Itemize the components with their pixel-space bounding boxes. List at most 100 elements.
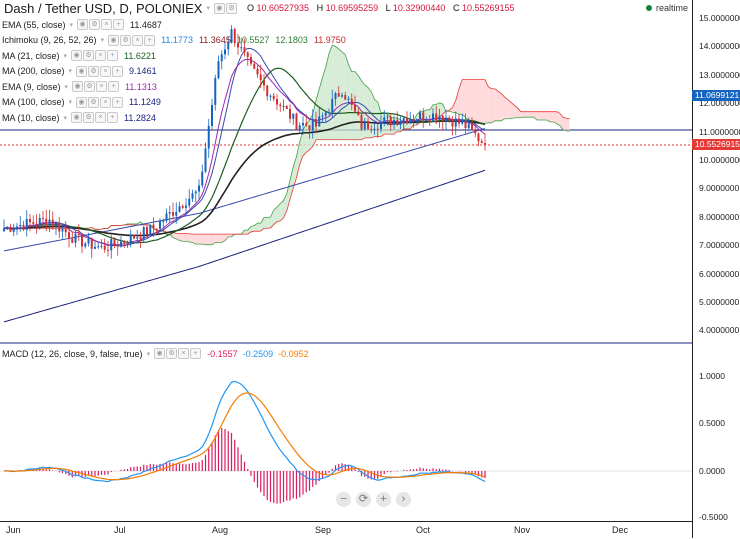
indicator-name[interactable]: EMA (9, close) [2, 82, 61, 92]
settings-icon[interactable]: ⚙ [83, 50, 94, 61]
candle-body [71, 239, 73, 243]
chevron-down-icon[interactable]: ▾ [206, 4, 210, 12]
indicator-name[interactable]: MA (100, close) [2, 97, 65, 107]
ema-55-line [4, 121, 485, 236]
eye-icon[interactable]: ◉ [71, 112, 82, 123]
more-icon[interactable]: + [112, 97, 123, 108]
candle-body [195, 191, 197, 193]
indicator-row[interactable]: MA (10, close)▾◉⚙×+11.2824 [0, 110, 350, 126]
ichimoku-cloud-segment [531, 112, 534, 117]
forward-icon[interactable]: › [396, 492, 411, 507]
eye-icon[interactable]: ◉ [214, 3, 225, 14]
settings-icon[interactable]: ⚙ [84, 81, 95, 92]
indicator-row[interactable]: MA (100, close)▾◉⚙×+11.1249 [0, 95, 350, 111]
ichimoku-cloud-segment [527, 112, 530, 117]
eye-icon[interactable]: ◉ [108, 35, 119, 46]
reset-icon[interactable]: ⟳ [356, 492, 371, 507]
live-dot-icon [646, 5, 652, 11]
settings-icon[interactable]: ⚙ [88, 97, 99, 108]
ichimoku-cloud-segment [482, 80, 485, 124]
chevron-down-icon[interactable]: ▾ [101, 36, 105, 44]
candle-body [146, 227, 148, 234]
candle-body [357, 112, 359, 115]
settings-icon[interactable]: ⚙ [88, 66, 99, 77]
candle-body [390, 117, 392, 125]
eye-icon[interactable]: ◉ [72, 81, 83, 92]
settings-icon[interactable]: ⚙ [83, 112, 94, 123]
indicator-row[interactable]: MA (21, close)▾◉⚙×+11.6221 [0, 48, 350, 64]
chevron-down-icon[interactable]: ▾ [147, 350, 151, 358]
ichimoku-cloud-segment [566, 118, 569, 131]
ichimoku-cloud-segment [209, 234, 212, 245]
close-icon[interactable]: × [178, 348, 189, 359]
indicator-name[interactable]: MA (21, close) [2, 51, 60, 61]
chevron-down-icon[interactable]: ▾ [64, 114, 68, 122]
price-tick-label: 15.0000000 [699, 13, 740, 23]
ichimoku-cloud-segment [472, 80, 475, 124]
indicator-name[interactable]: Ichimoku (9, 26, 52, 26) [2, 35, 97, 45]
chevron-down-icon[interactable]: ▾ [70, 21, 74, 29]
chevron-down-icon[interactable]: ▾ [69, 67, 73, 75]
time-tick-label: Jul [114, 525, 126, 535]
close-icon[interactable]: × [132, 35, 143, 46]
ichimoku-cloud-segment [521, 112, 524, 118]
close-icon[interactable]: × [100, 97, 111, 108]
plus-icon[interactable]: + [376, 492, 391, 507]
macd-controls: ◉⚙×+ [154, 348, 201, 359]
candle-body [461, 121, 463, 123]
eye-icon[interactable]: ◉ [76, 97, 87, 108]
eye-icon[interactable]: ◉ [76, 66, 87, 77]
indicator-name[interactable]: MA (200, close) [2, 66, 65, 76]
candle-body [400, 121, 402, 125]
more-icon[interactable]: + [113, 19, 124, 30]
indicator-name[interactable]: MA (10, close) [2, 113, 60, 123]
symbol-title[interactable]: Dash / Tether USD, D, POLONIEX [0, 1, 202, 16]
price-tick-label: 11.0000000 [699, 127, 740, 137]
candle-body [169, 212, 171, 213]
more-icon[interactable]: + [107, 50, 118, 61]
eye-icon[interactable]: ◉ [77, 19, 88, 30]
candle-body [380, 122, 382, 129]
chevron-down-icon[interactable]: ▾ [64, 52, 68, 60]
more-icon[interactable]: + [144, 35, 155, 46]
close-icon[interactable]: × [95, 112, 106, 123]
more-icon[interactable]: + [112, 66, 123, 77]
ichimoku-cloud-segment [495, 89, 498, 121]
price-tick-label: 4.0000000 [699, 325, 739, 335]
settings-icon[interactable]: ⚙ [226, 3, 237, 14]
close-icon[interactable]: × [95, 50, 106, 61]
ichimoku-cloud-segment [362, 81, 365, 140]
candle-body [42, 218, 44, 219]
indicator-row[interactable]: EMA (55, close) ▾◉⚙×+11.4687 [0, 17, 350, 33]
close-icon[interactable]: × [100, 66, 111, 77]
candle-body [484, 143, 486, 144]
close-icon[interactable]: × [96, 81, 107, 92]
indicator-value: 11.4687 [130, 20, 162, 30]
macd-tick-label: 1.0000 [699, 371, 725, 381]
price-tag-last: 10.5526915 [692, 139, 740, 150]
time-tick-label: Nov [514, 525, 530, 535]
settings-icon[interactable]: ⚙ [89, 19, 100, 30]
indicator-row[interactable]: MA (200, close)▾◉⚙×+9.1461 [0, 64, 350, 80]
settings-icon[interactable]: ⚙ [120, 35, 131, 46]
more-icon[interactable]: + [190, 348, 201, 359]
indicator-name[interactable]: EMA (55, close) [2, 20, 66, 30]
close-icon[interactable]: × [101, 19, 112, 30]
time-tick-label: Dec [612, 525, 628, 535]
minus-icon[interactable]: − [336, 492, 351, 507]
eye-icon[interactable]: ◉ [154, 348, 165, 359]
more-icon[interactable]: + [107, 112, 118, 123]
settings-icon[interactable]: ⚙ [166, 348, 177, 359]
more-icon[interactable]: + [108, 81, 119, 92]
indicator-row[interactable]: EMA (9, close)▾◉⚙×+11.1313 [0, 79, 350, 95]
chevron-down-icon[interactable]: ▾ [65, 83, 69, 91]
macd-name[interactable]: MACD (12, 26, close, 9, false, true) [2, 349, 143, 359]
indicator-value: 11.1773 [161, 35, 193, 45]
eye-icon[interactable]: ◉ [71, 50, 82, 61]
ichimoku-cloud-segment [245, 230, 248, 234]
chevron-down-icon[interactable]: ▾ [69, 98, 73, 106]
macd-tick-label: 0.0000 [699, 466, 725, 476]
